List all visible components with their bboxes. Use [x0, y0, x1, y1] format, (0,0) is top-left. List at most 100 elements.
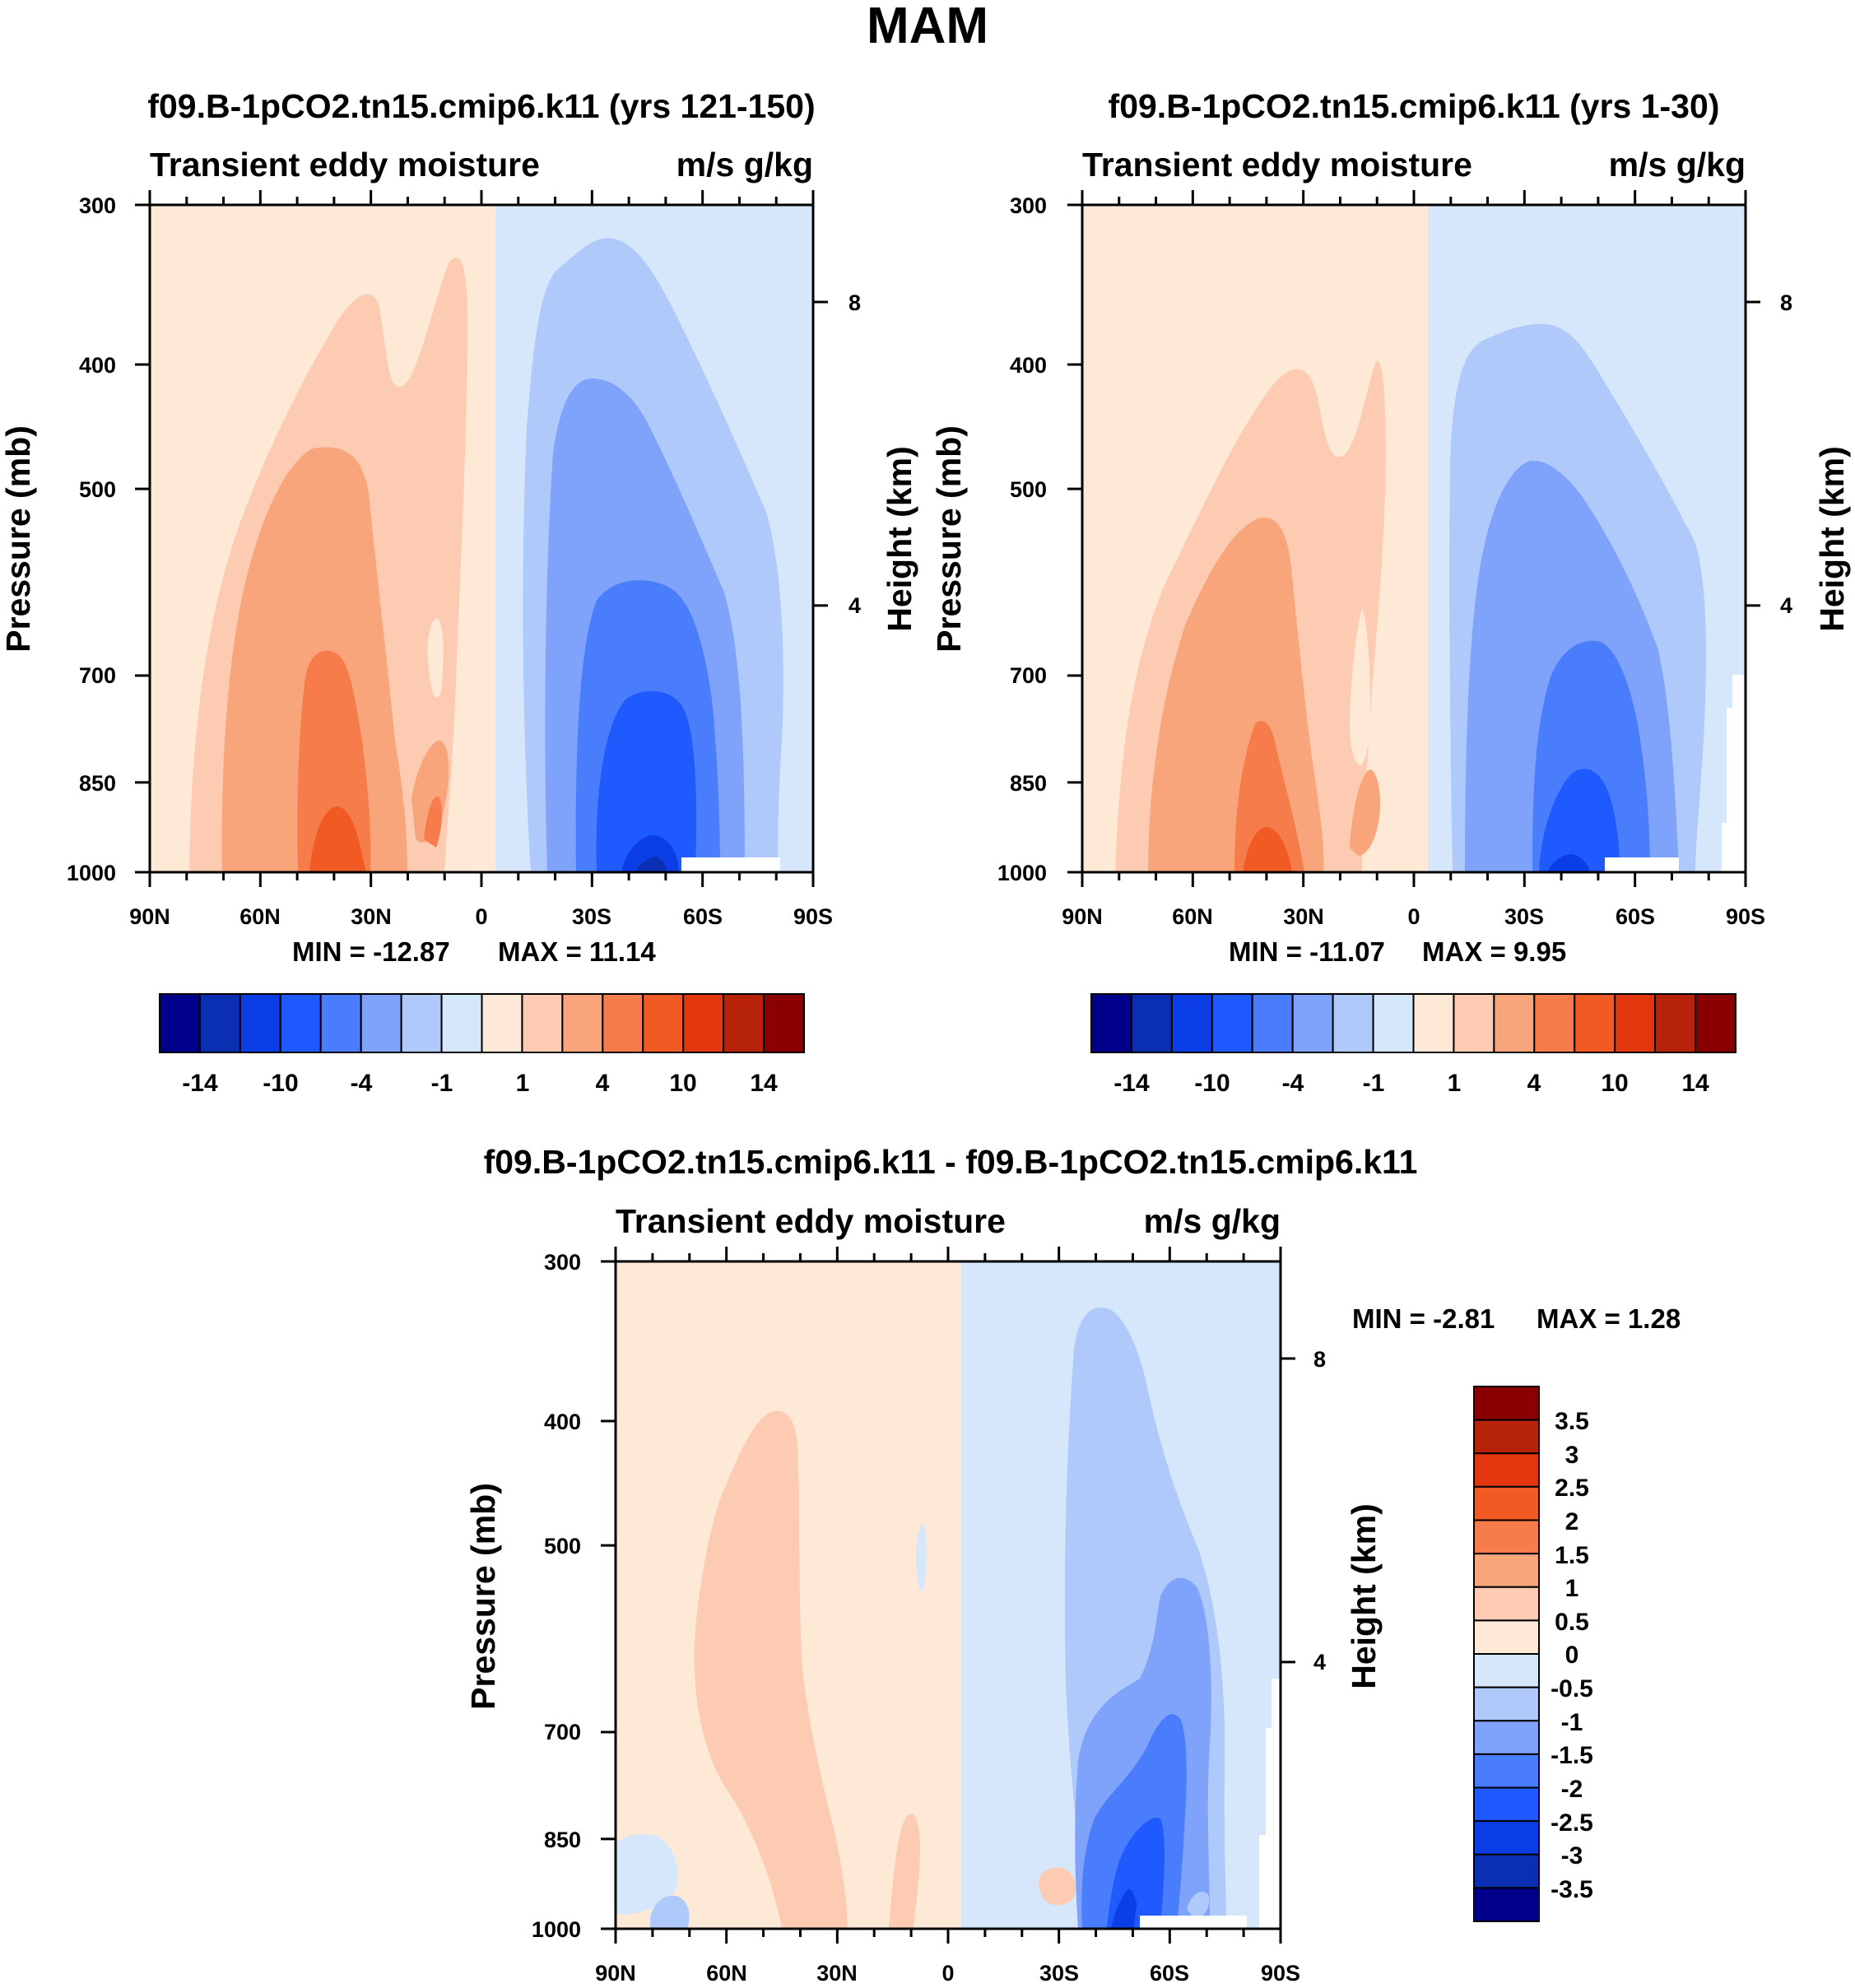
- max-text: MAX = 1.28: [1537, 1303, 1681, 1334]
- colorbar-label: 0.5: [1555, 1609, 1589, 1636]
- colorbar-box: [723, 993, 765, 1053]
- panel-c-right-subtitle: m/s g/kg: [1144, 1202, 1281, 1240]
- colorbar-box: [602, 993, 644, 1053]
- panel-b-contours: [1082, 205, 1746, 872]
- colorbar-box: [1372, 993, 1415, 1053]
- y-tick-label: 700: [79, 663, 116, 688]
- y-right-tick-label: 4: [1313, 1650, 1326, 1674]
- y-right-axis-label: Height (km): [881, 446, 918, 632]
- min-text: MIN = -11.07: [1229, 936, 1385, 967]
- x-tick-label: 90S: [793, 904, 833, 929]
- x-tick-label: 90S: [1726, 904, 1765, 929]
- colorbar-box: [1473, 1586, 1540, 1622]
- x-tick-label: 0: [475, 904, 487, 929]
- y-tick-label: 400: [79, 353, 116, 378]
- y-right-axis-label: Height (km): [1345, 1503, 1383, 1689]
- colorbar-label: 3.5: [1555, 1408, 1589, 1435]
- panel-a-title: f09.B-1pCO2.tn15.cmip6.k11 (yrs 121-150): [147, 87, 815, 125]
- colorbar-box: [521, 993, 564, 1053]
- main-title: MAM: [867, 0, 988, 54]
- colorbar-label: -10: [263, 1070, 298, 1097]
- x-tick-label: 90N: [595, 1961, 636, 1986]
- colorbar-box: [1473, 1753, 1540, 1789]
- colorbar-box: [159, 993, 201, 1053]
- y-right-tick-label: 4: [848, 593, 861, 618]
- panel-b-right-subtitle: m/s g/kg: [1609, 146, 1746, 183]
- y-tick-label: 1000: [532, 1917, 581, 1942]
- x-tick-label: 90S: [1261, 1961, 1300, 1986]
- y-axis-label: Pressure (mb): [0, 425, 37, 653]
- colorbar-label: 10: [1601, 1070, 1628, 1097]
- colorbar-box: [682, 993, 725, 1053]
- white-gap: [1722, 675, 1746, 872]
- contour-fill: [1539, 769, 1620, 872]
- x-tick-label: 60S: [1616, 904, 1655, 929]
- x-tick-label: 30S: [1039, 1961, 1079, 1986]
- colorbar-box: [1332, 993, 1374, 1053]
- colorbar-box: [400, 993, 443, 1053]
- contour-fill: [889, 1814, 920, 1929]
- y-tick-label: 500: [1010, 477, 1047, 502]
- x-tick-label: 30N: [816, 1961, 858, 1986]
- panel-a-contours: [150, 205, 813, 872]
- panel-a: f09.B-1pCO2.tn15.cmip6.k11 (yrs 121-150)…: [0, 87, 918, 1097]
- contour-fill: [1547, 854, 1590, 872]
- max-text: MAX = 9.95: [1422, 936, 1566, 967]
- y-tick-label: 850: [79, 771, 116, 796]
- colorbar-box: [1412, 993, 1455, 1053]
- y-tick-label: 500: [544, 1534, 581, 1558]
- panel-b-left-subtitle: Transient eddy moisture: [1082, 146, 1472, 183]
- colorbar-box: [1533, 993, 1576, 1053]
- y-tick-label: 300: [544, 1250, 581, 1275]
- panel-c-title: f09.B-1pCO2.tn15.cmip6.k11 - f09.B-1pCO2…: [484, 1143, 1418, 1181]
- white-gap: [1605, 857, 1679, 872]
- contour-fill: [596, 690, 697, 872]
- contour-fill: [1187, 1892, 1210, 1920]
- y-right-tick-label: 8: [848, 290, 861, 315]
- colorbar-box: [1614, 993, 1657, 1053]
- x-tick-label: 30N: [1283, 904, 1324, 929]
- min-text: MIN = -12.87: [292, 936, 450, 967]
- colorbar-label: 10: [669, 1070, 696, 1097]
- y-axis-label: Pressure (mb): [464, 1483, 502, 1710]
- colorbar-label: 3: [1565, 1442, 1579, 1469]
- colorbar-box: [1251, 993, 1294, 1053]
- colorbar-box: [1473, 1720, 1540, 1755]
- white-gap: [1259, 1679, 1281, 1929]
- colorbar-label: -10: [1194, 1070, 1230, 1097]
- colorbar-box: [198, 993, 241, 1053]
- x-tick-label: 60N: [706, 1961, 747, 1986]
- colorbar-box: [1574, 993, 1616, 1053]
- panel-c-left-subtitle: Transient eddy moisture: [616, 1202, 1006, 1240]
- panel-b: f09.B-1pCO2.tn15.cmip6.k11 (yrs 1-30) Tr…: [930, 87, 1851, 1097]
- colorbar-box: [1473, 1519, 1540, 1555]
- x-tick-label: 90N: [1062, 904, 1103, 929]
- y-tick-label: 300: [1010, 193, 1047, 218]
- x-tick-label: 60S: [683, 904, 723, 929]
- colorbar-label: 2: [1565, 1508, 1579, 1535]
- y-tick-label: 700: [544, 1720, 581, 1744]
- colorbar-box: [360, 993, 402, 1053]
- colorbar-box: [1473, 1419, 1540, 1455]
- colorbar-label: -4: [351, 1070, 373, 1097]
- contour-fill: [635, 857, 667, 872]
- colorbar-label: -3.5: [1550, 1876, 1593, 1903]
- colorbar-box: [1654, 993, 1697, 1053]
- white-gap: [681, 857, 780, 872]
- y-right-tick-label: 4: [1780, 593, 1792, 618]
- colorbar-box: [1211, 993, 1253, 1053]
- colorbar-label: -4: [1282, 1070, 1304, 1097]
- x-tick-label: 30N: [351, 904, 392, 929]
- contour-fill: [650, 1895, 690, 1929]
- panel-a-right-subtitle: m/s g/kg: [676, 146, 813, 183]
- colorbar-box: [1473, 1386, 1540, 1421]
- x-tick-label: 30S: [572, 904, 611, 929]
- contour-fill: [1350, 609, 1370, 765]
- colorbar-box: [642, 993, 685, 1053]
- colorbar-box: [239, 993, 281, 1053]
- x-tick-label: 0: [941, 1961, 954, 1986]
- colorbar-label: 1: [516, 1070, 530, 1097]
- colorbar-box: [1170, 993, 1213, 1053]
- y-tick-label: 300: [79, 193, 116, 218]
